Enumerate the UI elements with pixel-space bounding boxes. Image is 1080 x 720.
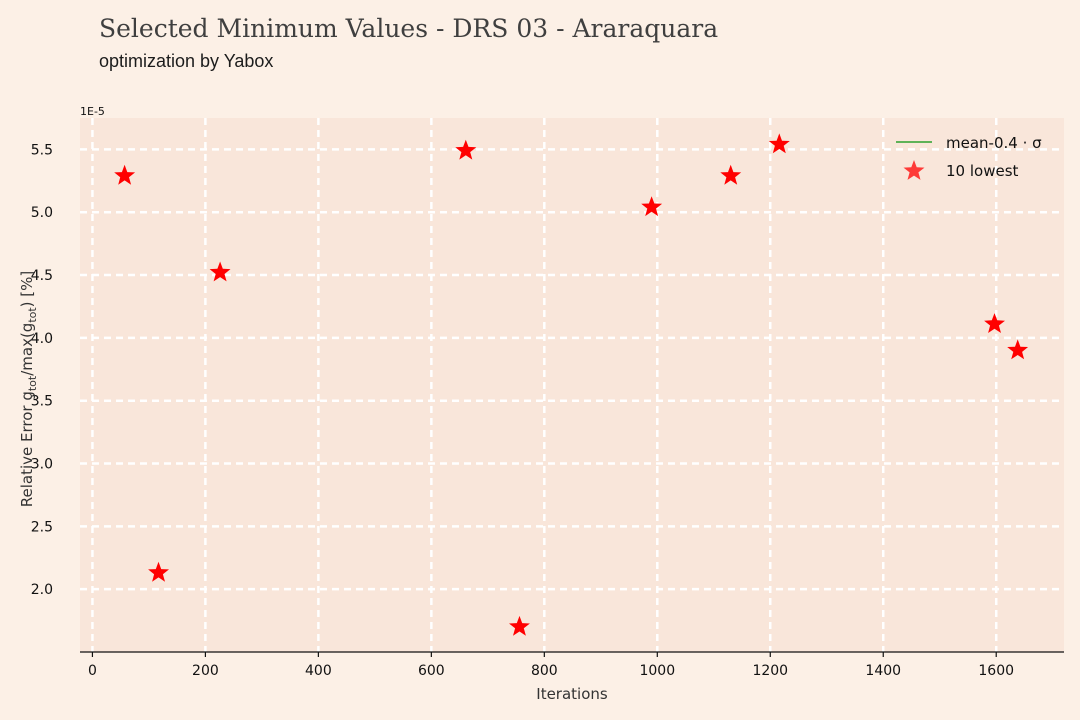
y-tick-label: 4.5 [31, 268, 53, 284]
plot-area [80, 118, 1064, 652]
y-tick-label: 3.0 [31, 457, 53, 473]
legend-label-lowest: 10 lowest [946, 162, 1019, 180]
chart-subtitle: optimization by Yabox [99, 51, 274, 71]
x-tick-label: 800 [531, 663, 558, 679]
x-tick-label: 1200 [752, 663, 788, 679]
y-axis-label: Relative Error gtot/max(gtot) [%] [18, 271, 39, 508]
data-point-star [114, 164, 136, 185]
x-tick-label: 200 [192, 663, 219, 679]
data-point-star [148, 561, 169, 582]
x-tick-label: 400 [305, 663, 332, 679]
data-point-star [209, 261, 231, 282]
y-axis-label-end: ) [%] [18, 271, 36, 308]
y-axis-label-middle: /max(g [18, 323, 36, 376]
chart-title: Selected Minimum Values - DRS 03 - Arara… [99, 14, 719, 43]
y-tick-label: 2.0 [31, 582, 53, 598]
legend-star-swatch [903, 160, 925, 180]
y-tick-label: 5.0 [31, 205, 53, 221]
y-tick-label: 5.5 [31, 142, 53, 158]
x-axis-label: Iterations [536, 685, 608, 703]
y-tick-label: 2.5 [31, 519, 53, 535]
x-tick-label: 1000 [639, 663, 675, 679]
x-tick-label: 0 [88, 663, 97, 679]
y-tick-label: 3.5 [31, 394, 53, 410]
data-point-star [984, 313, 1005, 333]
grid [80, 118, 1064, 652]
y-axis-label-main: Relative Error g [18, 391, 36, 507]
y-axis-label-subscript: tot [26, 375, 39, 391]
data-point-star [509, 615, 530, 636]
data-point-star [455, 139, 477, 160]
data-point-star [1007, 339, 1029, 360]
data-point-star [641, 196, 663, 217]
axes: 0 200 400 600 800 1000 1200 1400 1600 2.0 2.5 3.0 3.… [31, 142, 1064, 679]
legend: mean-0.4 · σ 10 lowest [896, 134, 1042, 180]
x-tick-label: 600 [418, 663, 445, 679]
legend-label-mean: mean-0.4 · σ [946, 134, 1042, 152]
y-axis-label-subscript: tot [26, 307, 39, 323]
y-tick-label: 4.0 [31, 331, 53, 347]
y-axis-multiplier: 1E-5 [80, 105, 105, 118]
x-tick-label: 1400 [865, 663, 901, 679]
data-point-star [768, 133, 790, 154]
x-tick-label: 1600 [978, 663, 1014, 679]
data-point-star [720, 164, 742, 185]
data-points [114, 133, 1029, 636]
